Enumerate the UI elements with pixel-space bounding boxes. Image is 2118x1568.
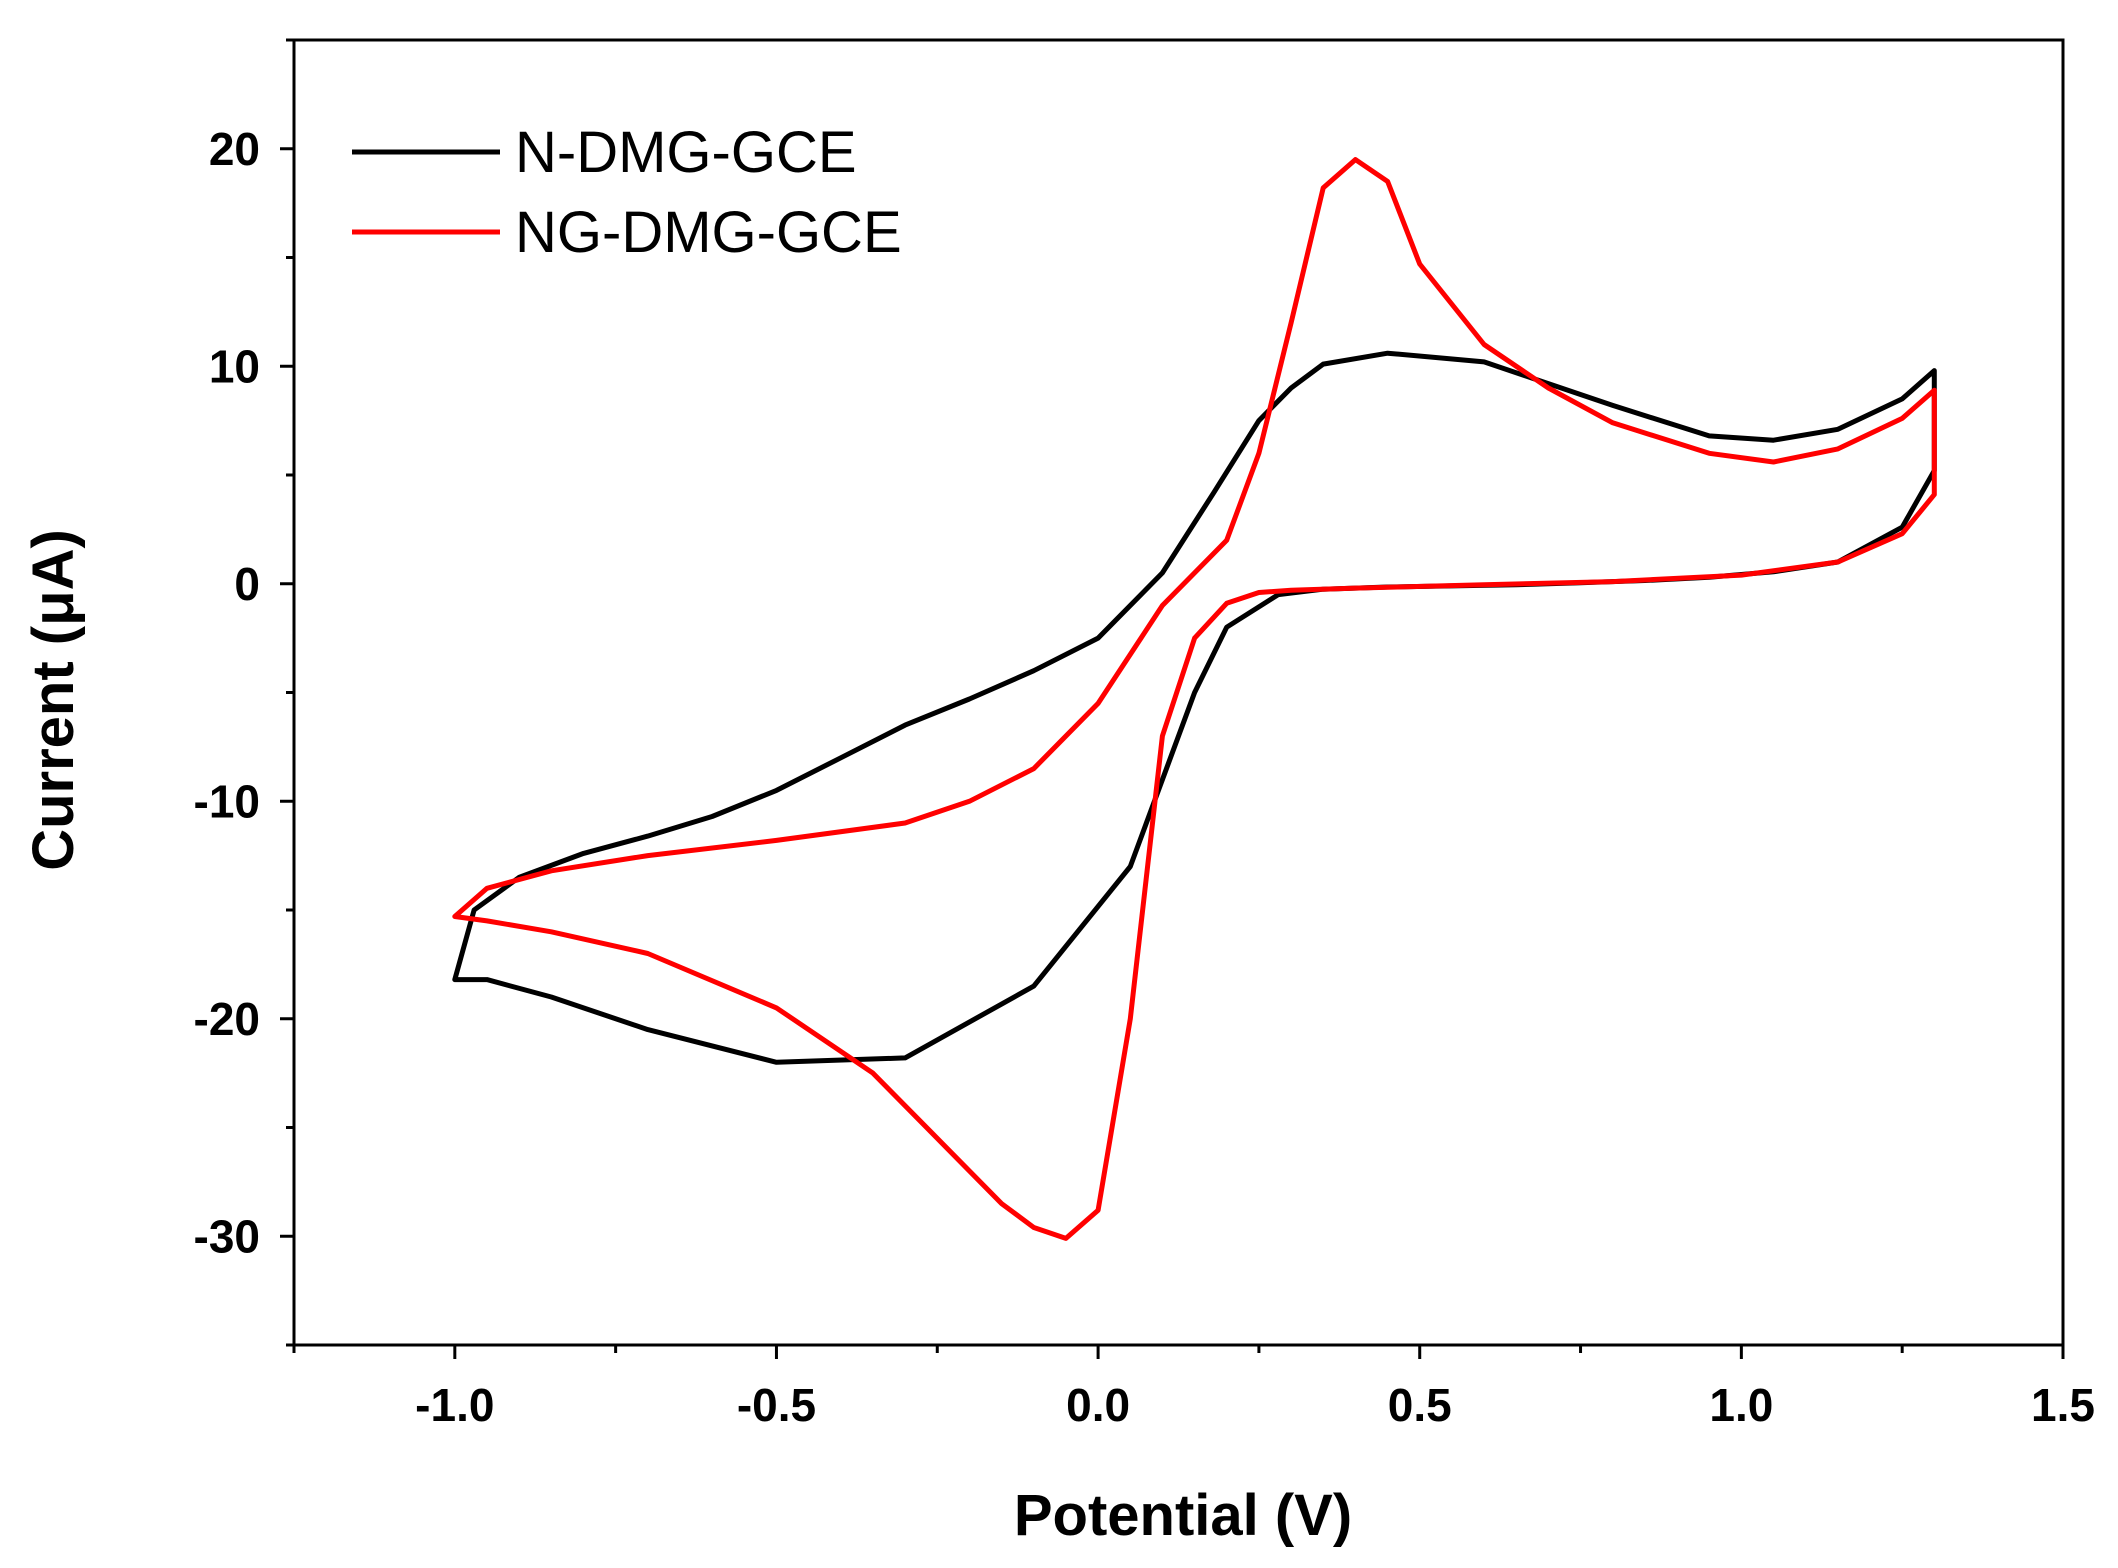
x-tick-label: 1.0 <box>1709 1379 1773 1431</box>
x-tick-label: 1.5 <box>2031 1379 2095 1431</box>
y-tick-label: 10 <box>209 340 260 392</box>
legend-label-1: N-DMG-GCE <box>515 120 857 185</box>
legend-label-2: NG-DMG-GCE <box>515 200 902 265</box>
series-line-2 <box>452 157 1937 1241</box>
series-line-1 <box>452 350 1937 1065</box>
y-tick-label: -30 <box>194 1210 260 1262</box>
plot-frame <box>292 38 2065 1347</box>
x-tick-label: -1.0 <box>415 1379 494 1431</box>
x-tick-label: 0.0 <box>1066 1379 1130 1431</box>
y-tick-label: 0 <box>234 558 260 610</box>
x-tick-label: 0.5 <box>1388 1379 1452 1431</box>
x-axis-title: Potential (V) <box>1014 1483 1352 1548</box>
y-tick-label: -20 <box>194 993 260 1045</box>
y-axis-title: Current (μA) <box>21 529 86 871</box>
y-tick-label: -10 <box>194 775 260 827</box>
x-tick-label: -0.5 <box>737 1379 816 1431</box>
y-tick-label: 20 <box>209 123 260 175</box>
